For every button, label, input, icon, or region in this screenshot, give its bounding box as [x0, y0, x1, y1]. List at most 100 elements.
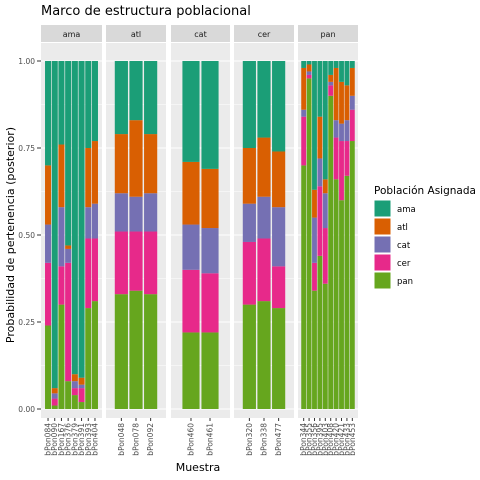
- bar-segment-ama: [312, 61, 317, 190]
- bar-segment-ama: [51, 61, 58, 389]
- bar-segment-pan: [322, 283, 328, 409]
- bar-segment-cat: [58, 207, 65, 267]
- bar-segment-atl: [65, 245, 72, 249]
- bar-segment-ama: [333, 61, 339, 68]
- bar-segment-cat: [51, 393, 58, 399]
- bar-segment-atl: [144, 134, 158, 194]
- bar-bPon421: [339, 61, 344, 409]
- bar-segment-cer: [349, 109, 355, 142]
- bar-bPon355: [306, 61, 312, 410]
- x-tick-label: bPon078: [132, 423, 141, 456]
- bar-segment-pan: [242, 304, 256, 409]
- bar-bPon460: [182, 61, 200, 409]
- bar-segment-cat: [339, 123, 344, 142]
- x-tick-label: bPon355: [305, 423, 314, 456]
- bar-segment-atl: [114, 134, 128, 194]
- facet-panel-cer: cer bPon320 bPon338 bPon477: [234, 25, 294, 456]
- bar-segment-cer: [333, 137, 339, 180]
- facet-strip-label: pan: [320, 30, 335, 39]
- bar-segment-ama: [71, 61, 78, 375]
- bar-segment-ama: [91, 61, 98, 142]
- y-axis: 0.00 0.25 0.50 0.75 1.00: [18, 57, 41, 414]
- bar-segment-cer: [78, 388, 85, 403]
- bar-segment-pan: [328, 95, 334, 410]
- bar-bPon393: [85, 61, 92, 409]
- x-tick-label: bPon395: [315, 423, 324, 456]
- bar-segment-cer: [272, 266, 286, 309]
- bar-segment-cer: [257, 238, 271, 302]
- bar-segment-cat: [272, 207, 286, 267]
- bar-segment-cat: [45, 224, 52, 263]
- bar-segment-atl: [312, 189, 317, 218]
- facet-strip: [234, 25, 294, 42]
- bar-bPon320: [242, 61, 256, 409]
- bar-segment-atl: [201, 168, 219, 229]
- bar-segment-atl: [242, 148, 256, 204]
- y-tick-label: 0.00: [18, 405, 35, 414]
- bar-segment-cat: [91, 203, 98, 239]
- legend-label: ama: [397, 205, 416, 215]
- bar-segment-pan: [349, 141, 355, 410]
- bar-segment-atl: [58, 144, 65, 208]
- bar-segment-pan: [78, 402, 85, 409]
- bar-segment-atl: [71, 374, 78, 382]
- bar-segment-cat: [306, 71, 312, 75]
- bar-segment-cat: [71, 381, 78, 389]
- bar-segment-cat: [317, 158, 323, 187]
- bar-segment-ama: [317, 61, 323, 117]
- bar-segment-ama: [339, 61, 344, 82]
- bar-segment-ama: [301, 61, 307, 68]
- bar-segment-pan: [339, 200, 344, 409]
- bar-segment-atl: [344, 85, 350, 121]
- bar-segment-cat: [257, 196, 271, 239]
- y-axis-title: Probabilidad de pertenencia (posterior): [4, 127, 17, 343]
- bar-bPon403: [322, 61, 328, 409]
- facet-strip: [106, 25, 166, 42]
- bar-segment-cat: [242, 203, 256, 242]
- bar-bPon420: [333, 61, 339, 409]
- x-tick-label: bPon453: [348, 423, 357, 456]
- bar-segment-cer: [201, 273, 219, 333]
- bar-segment-atl: [91, 141, 98, 204]
- x-tick-label: bPon379: [70, 423, 79, 456]
- bar-segment-atl: [85, 148, 92, 208]
- bar-segment-pan: [317, 255, 323, 409]
- legend-label: pan: [397, 277, 413, 287]
- x-tick-label: bPon084: [44, 423, 53, 456]
- bar-segment-cat: [114, 193, 128, 232]
- legend-item-pan: pan: [373, 271, 413, 290]
- bar-segment-atl: [182, 161, 200, 225]
- bar-segment-pan: [129, 290, 143, 409]
- bar-segment-ama: [257, 61, 271, 138]
- bar-segment-cat: [312, 217, 317, 263]
- facet-panel-atl: atl bPon048 bPon078 bPon092: [106, 25, 166, 456]
- facet-strip: [171, 25, 230, 42]
- legend-swatch: [373, 271, 392, 290]
- bar-segment-cat: [301, 109, 307, 117]
- facet-strip: [298, 25, 358, 42]
- bar-segment-cat: [182, 224, 200, 270]
- legend-item-ama: ama: [373, 199, 416, 218]
- bar-segment-pan: [312, 290, 317, 409]
- bar-segment-ama: [242, 61, 256, 148]
- y-tick-label: 1.00: [18, 57, 35, 66]
- x-tick-label: bPon421: [337, 423, 346, 456]
- bar-segment-cat: [349, 95, 355, 110]
- bar-segment-cat: [201, 228, 219, 274]
- facet-panel-ama: amabPon084bPon090bPon167bPon376bPon379bP…: [41, 25, 102, 456]
- bar-segment-atl: [306, 64, 312, 72]
- bar-segment-atl: [322, 179, 328, 194]
- bar-segment-atl: [328, 74, 334, 82]
- x-tick-label: bPon420: [332, 423, 341, 456]
- bar-segment-atl: [301, 67, 307, 110]
- legend: Población Asignada ama atl cat cer pan: [373, 185, 476, 290]
- legend-label: cat: [397, 241, 411, 251]
- bar-segment-cat: [65, 248, 72, 263]
- legend-label: cer: [397, 259, 411, 269]
- bar-bPon379: [71, 61, 78, 409]
- bar-bPon391: [78, 61, 85, 409]
- bar-bPon048: [114, 61, 128, 409]
- x-tick-label: bPon090: [50, 423, 59, 456]
- bar-bPon477: [272, 61, 286, 409]
